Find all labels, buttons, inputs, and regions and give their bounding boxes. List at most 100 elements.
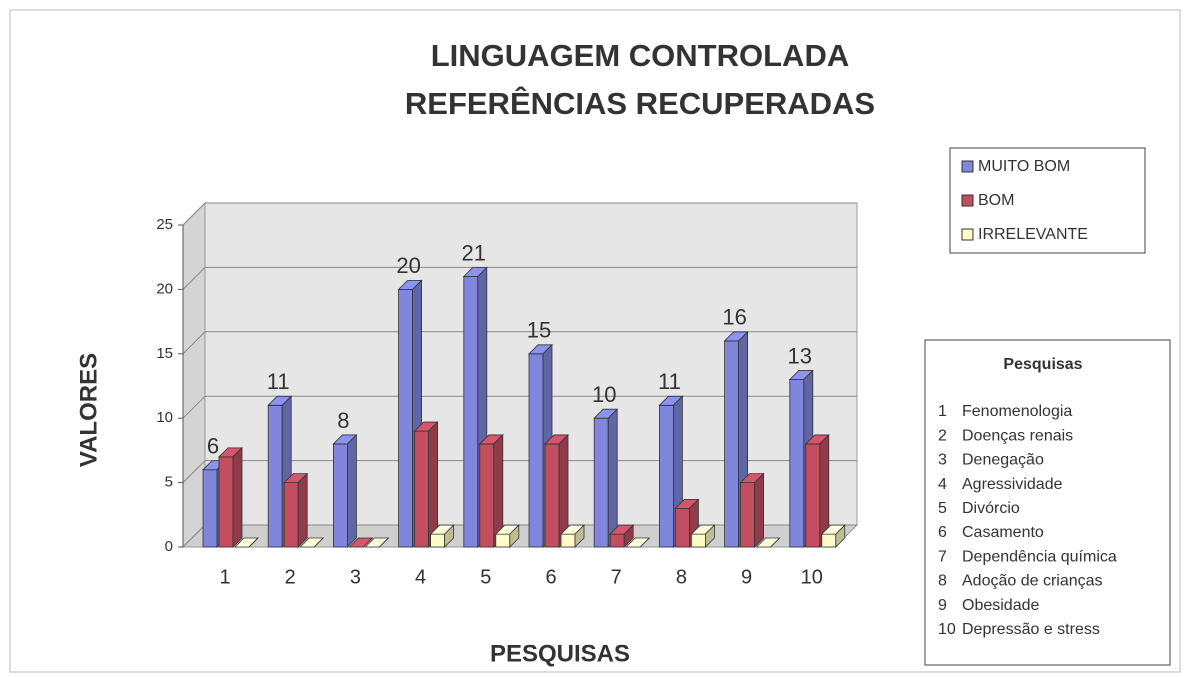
bar <box>348 537 374 548</box>
bar-side <box>379 537 389 548</box>
x-tick-label: 2 <box>285 566 296 588</box>
data-label: 13 <box>788 343 812 368</box>
legend-box <box>949 147 1146 254</box>
topic-number: 6 <box>938 524 947 541</box>
bar <box>755 537 781 548</box>
bar-front <box>805 443 821 548</box>
bar-front <box>267 404 283 548</box>
x-tick-label: 6 <box>545 566 556 588</box>
bar <box>494 524 520 548</box>
topic-label: Fenomenologia <box>962 403 1072 420</box>
bar-front <box>659 404 674 548</box>
bar <box>820 524 846 548</box>
bar-side <box>623 524 634 548</box>
x-tick-label: 9 <box>741 566 752 588</box>
data-label: 8 <box>337 408 349 433</box>
legend-label: MUITO BOM <box>978 158 1070 175</box>
topic-number: 3 <box>938 452 947 469</box>
bar-front <box>724 340 739 548</box>
topic-number: 9 <box>938 597 947 614</box>
x-axis-label: PESQUISAS <box>490 640 630 667</box>
topic-number: 10 <box>938 621 956 638</box>
y-tick-label: 5 <box>165 474 173 491</box>
bar-side <box>509 524 520 548</box>
x-tick-label: 5 <box>480 566 491 588</box>
bar-front <box>789 379 805 548</box>
bar-side <box>232 446 243 548</box>
legend-label: IRRELEVANTE <box>978 226 1088 243</box>
bar-front <box>414 430 430 548</box>
topic-label: Obesidade <box>962 597 1039 614</box>
grid-line <box>182 266 857 290</box>
bar-front <box>740 482 755 548</box>
bar-side <box>363 537 373 548</box>
bar-front <box>283 482 299 548</box>
bar-front <box>544 443 560 548</box>
topic-label: Agressividade <box>962 476 1063 493</box>
bar <box>364 537 390 548</box>
bar <box>690 524 716 548</box>
topic-number: 8 <box>938 573 947 590</box>
bar-side <box>770 537 780 548</box>
y-tick-label: 10 <box>156 409 173 426</box>
y-axis-label: VALORES <box>75 353 102 467</box>
topic-number: 1 <box>938 403 947 420</box>
y-tick-label: 0 <box>165 538 173 555</box>
bar-front <box>463 276 479 548</box>
legend-swatch <box>961 228 974 241</box>
bar <box>739 472 765 548</box>
bar-front <box>821 533 837 548</box>
grid-line <box>182 202 857 226</box>
topic-number: 2 <box>938 427 947 444</box>
chart-subtitle: REFERÊNCIAS RECUPERADAS <box>405 85 875 121</box>
data-label: 20 <box>396 253 420 278</box>
bar-front <box>398 288 414 548</box>
bar <box>332 433 358 548</box>
topics-box <box>924 339 1171 666</box>
bar <box>299 537 325 548</box>
x-tick-label: 7 <box>611 566 622 588</box>
bar-front <box>479 443 495 548</box>
legend-label: BOM <box>978 192 1014 209</box>
grid-line <box>182 331 857 355</box>
data-label: 15 <box>527 318 551 343</box>
bar <box>593 408 619 548</box>
x-tick-label: 4 <box>415 566 426 588</box>
bar-front <box>202 469 218 548</box>
bar-front <box>675 507 690 548</box>
topic-label: Denegação <box>962 452 1044 469</box>
x-tick-label: 1 <box>219 566 230 588</box>
bar-front <box>609 533 625 548</box>
y-tick-label: 20 <box>156 280 173 297</box>
bar-side <box>346 433 357 548</box>
bar <box>804 433 830 548</box>
topic-label: Adoção de crianças <box>962 573 1103 590</box>
y-tick-label: 15 <box>156 345 173 362</box>
bar-front <box>332 443 348 548</box>
topic-label: Depressão e stress <box>962 621 1100 638</box>
legend-swatch <box>961 160 974 173</box>
bar <box>234 537 259 548</box>
bar <box>429 524 455 548</box>
chart-title: LINGUAGEM CONTROLADA <box>431 38 849 73</box>
data-label: 11 <box>658 369 681 394</box>
bar-side <box>835 524 846 548</box>
topic-label: Casamento <box>962 524 1044 541</box>
bar-side <box>297 472 308 548</box>
legend-swatch <box>961 194 974 207</box>
data-label: 11 <box>267 369 290 394</box>
x-tick-label: 3 <box>350 566 361 588</box>
side-wall <box>182 201 206 549</box>
topic-label: Doenças renais <box>962 427 1073 444</box>
bar <box>544 433 569 548</box>
data-label: 6 <box>207 434 219 459</box>
topic-label: Divórcio <box>962 500 1020 517</box>
grid-line <box>182 460 857 483</box>
x-tick-label: 8 <box>676 566 687 588</box>
y-tick-label: 25 <box>156 216 173 233</box>
bar-front <box>560 533 576 548</box>
topic-number: 7 <box>938 548 947 565</box>
topics-title: Pesquisas <box>1003 356 1082 373</box>
bar-side <box>705 524 715 548</box>
topic-number: 4 <box>938 476 947 493</box>
